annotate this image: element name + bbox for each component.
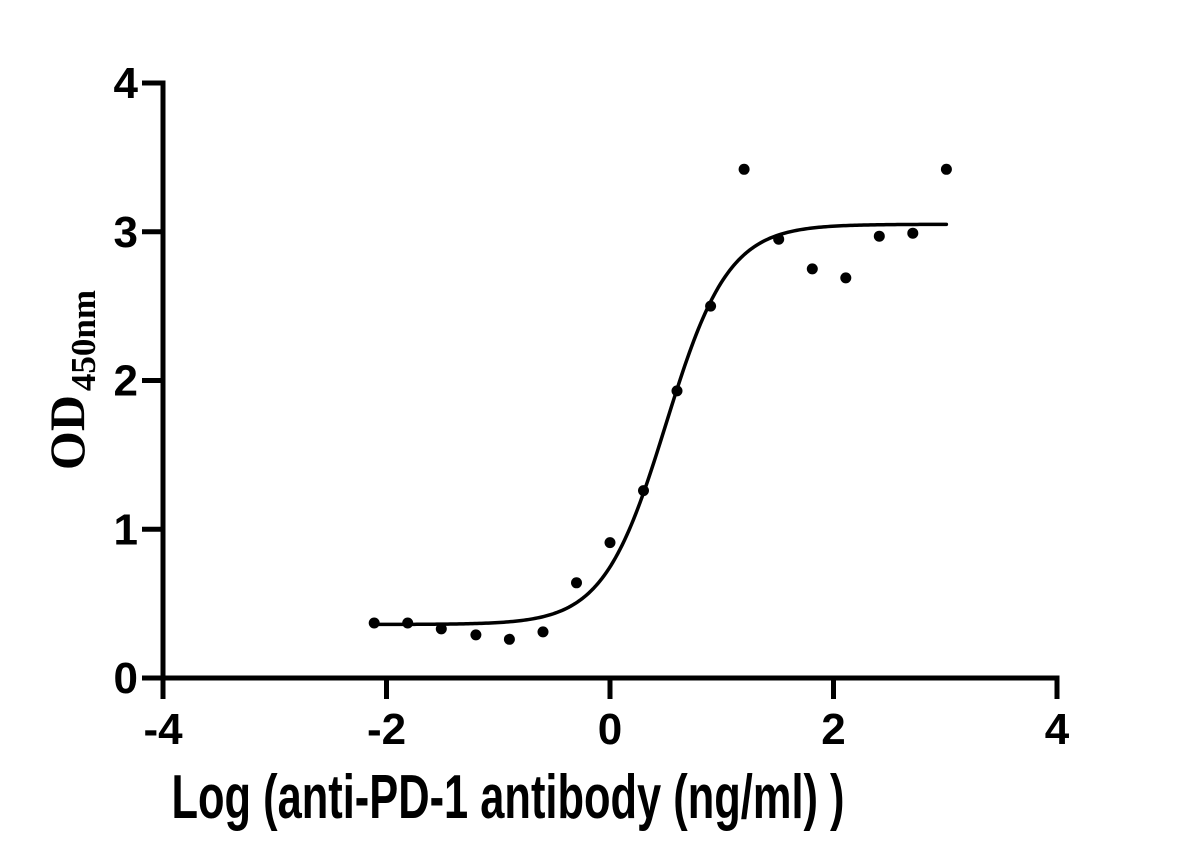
x-tick-label: 2 (821, 705, 845, 754)
axes (160, 80, 1060, 681)
data-point (738, 163, 750, 175)
y-tick-label: 1 (114, 505, 138, 554)
y-tick-label: 4 (114, 59, 139, 108)
y-axis-title-main: OD (39, 395, 95, 470)
x-tick-label: -4 (143, 705, 183, 754)
data-point (840, 272, 852, 284)
data-point (940, 163, 952, 175)
data-point (907, 227, 919, 239)
data-point (773, 233, 785, 245)
data-point (671, 385, 683, 397)
data-point (368, 617, 380, 629)
y-axis-title-subscript: 450nm (64, 290, 103, 391)
data-point (470, 629, 482, 641)
y-axis-title: OD 450nm (39, 290, 103, 470)
data-point (873, 230, 885, 242)
data-point (435, 623, 447, 635)
x-tick-label: 4 (1045, 705, 1070, 754)
data-point (402, 617, 414, 629)
y-tick-label: 0 (114, 654, 138, 703)
data-point (638, 485, 649, 497)
x-tick-label: -2 (367, 705, 406, 754)
data-point (705, 300, 717, 312)
axis-ticks (142, 80, 1060, 699)
data-point (537, 626, 549, 638)
y-tick-label: 3 (114, 208, 138, 257)
x-tick-label: 0 (598, 705, 622, 754)
data-point (571, 577, 582, 589)
y-tick-label: 2 (114, 357, 138, 406)
fit-curve-group (372, 222, 949, 627)
data-point (503, 633, 515, 645)
data-point (604, 537, 616, 549)
data-point (806, 263, 818, 275)
axis-tick-labels: 0 1 2 3 4 -4 -2 0 2 4 (114, 59, 1070, 754)
x-axis-title: Log (anti-PD-1 antibody (ng/ml) ) (172, 763, 845, 832)
fit-curve (372, 222, 949, 627)
data-points-group (368, 163, 952, 645)
